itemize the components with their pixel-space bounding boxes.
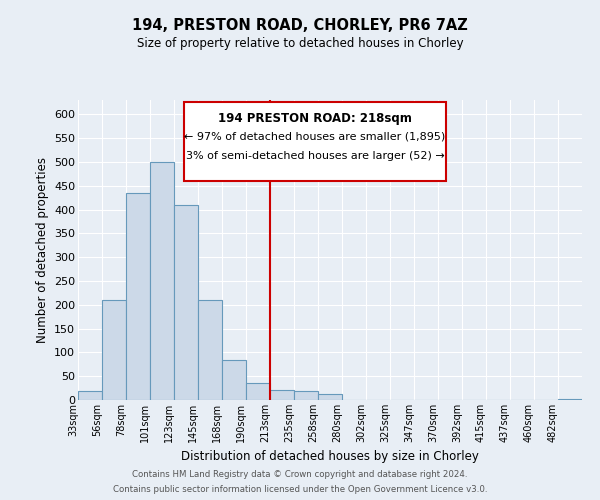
Text: 194, PRESTON ROAD, CHORLEY, PR6 7AZ: 194, PRESTON ROAD, CHORLEY, PR6 7AZ <box>132 18 468 32</box>
Text: 3% of semi-detached houses are larger (52) →: 3% of semi-detached houses are larger (5… <box>185 151 444 161</box>
Y-axis label: Number of detached properties: Number of detached properties <box>35 157 49 343</box>
Bar <box>222 360 246 400</box>
Text: ← 97% of detached houses are smaller (1,895): ← 97% of detached houses are smaller (1,… <box>184 132 446 141</box>
Bar <box>198 300 222 400</box>
Bar <box>126 193 150 400</box>
Bar <box>78 392 102 400</box>
Text: Contains HM Land Registry data © Crown copyright and database right 2024.: Contains HM Land Registry data © Crown c… <box>132 470 468 479</box>
Text: 194 PRESTON ROAD: 218sqm: 194 PRESTON ROAD: 218sqm <box>218 112 412 125</box>
Text: Size of property relative to detached houses in Chorley: Size of property relative to detached ho… <box>137 38 463 51</box>
X-axis label: Distribution of detached houses by size in Chorley: Distribution of detached houses by size … <box>181 450 479 464</box>
Bar <box>174 205 198 400</box>
FancyBboxPatch shape <box>184 102 446 181</box>
Text: Contains public sector information licensed under the Open Government Licence v3: Contains public sector information licen… <box>113 485 487 494</box>
Bar <box>102 300 126 400</box>
Bar <box>294 392 318 400</box>
Bar <box>270 390 294 400</box>
Bar <box>558 398 582 400</box>
Bar <box>318 394 342 400</box>
Bar <box>150 162 174 400</box>
Bar <box>246 384 270 400</box>
